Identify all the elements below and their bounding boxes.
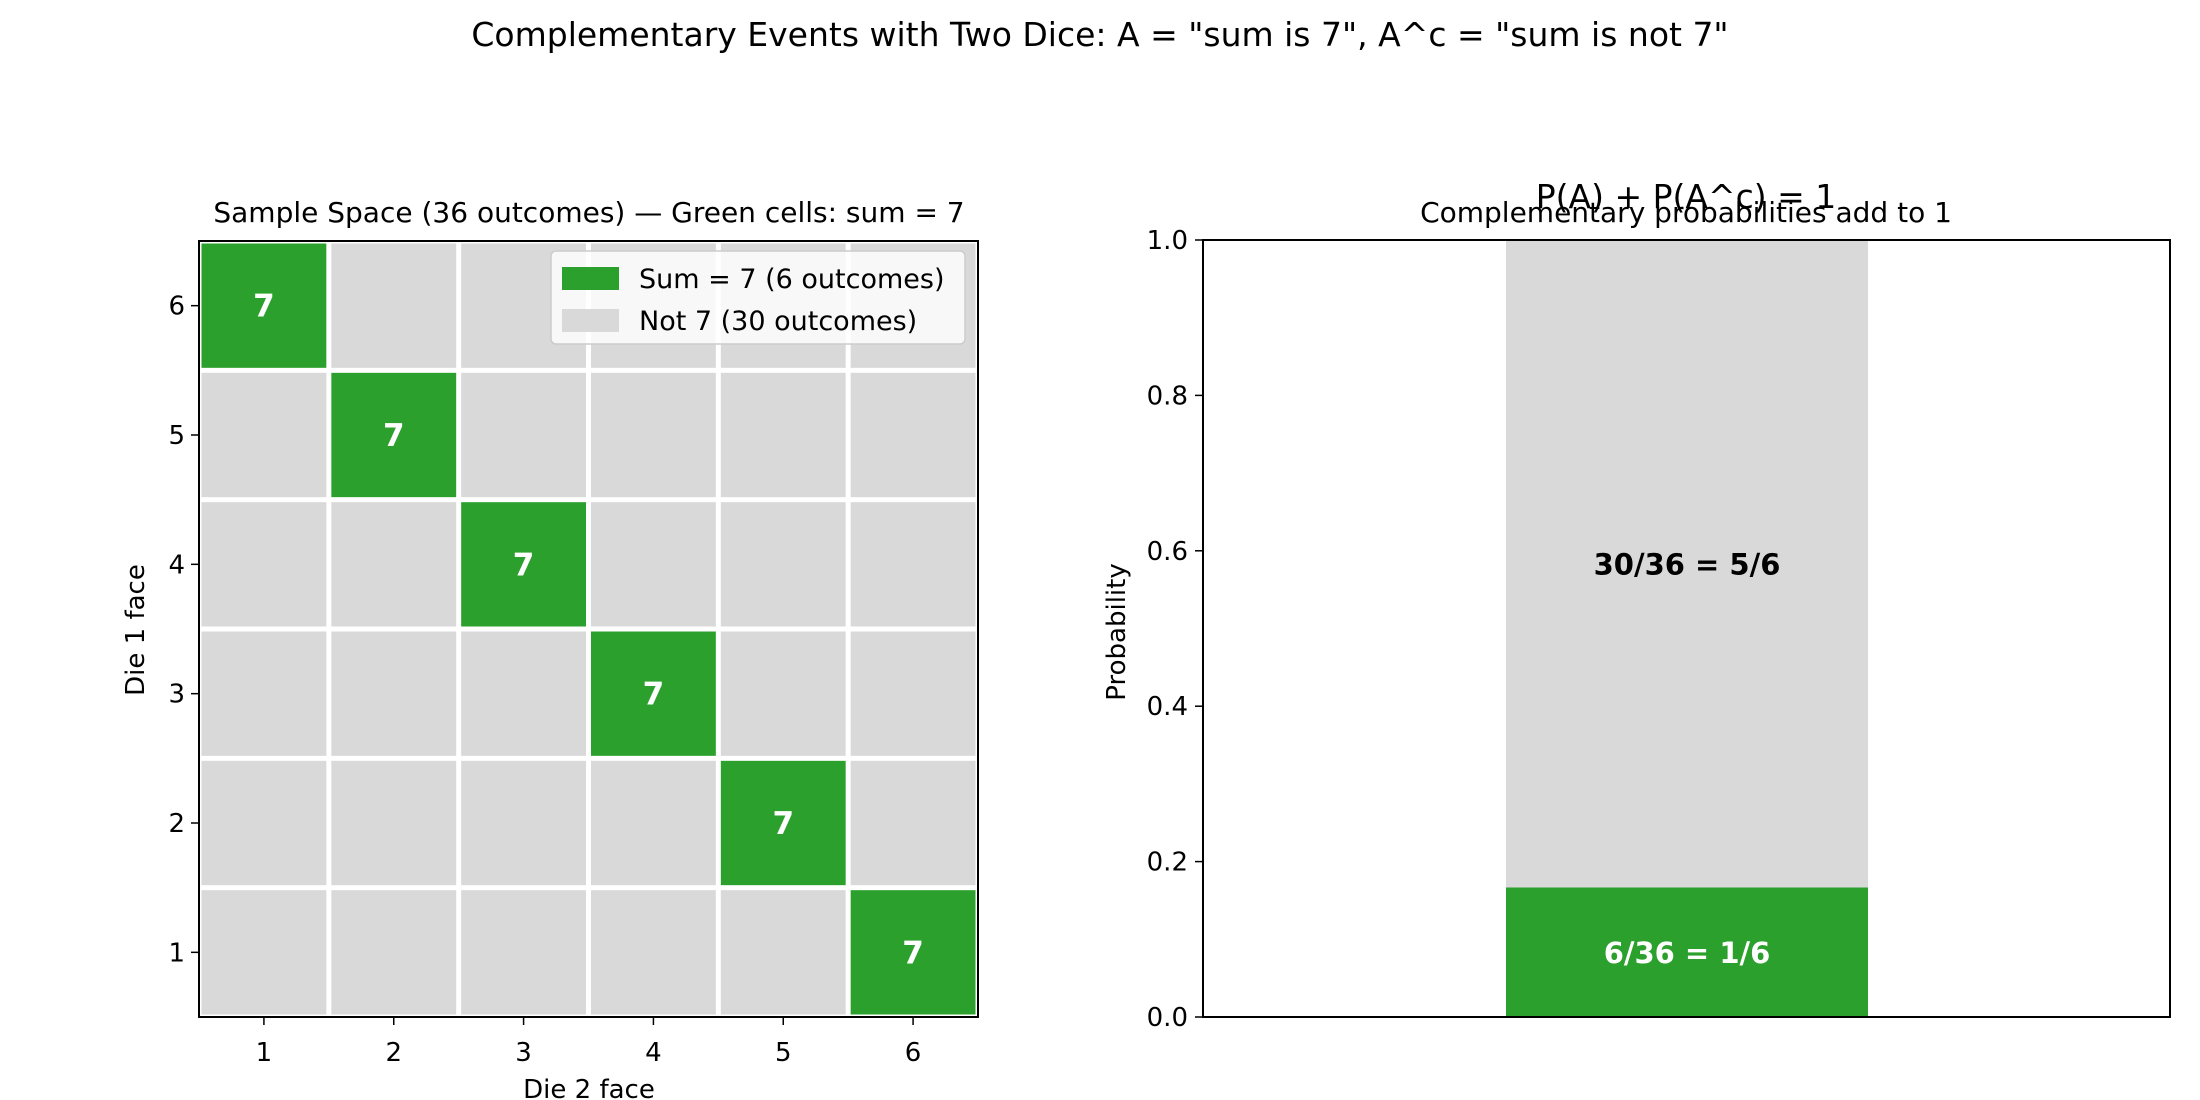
probability-panel: P(A) + P(A^c) = 1 Complementary probabil… — [1102, 177, 2171, 1033]
grid-cell — [591, 372, 716, 498]
grid-cell-sum7 — [720, 760, 846, 886]
bar-segment-label: 6/36 = 1/6 — [1604, 936, 1771, 970]
grid-cells: 7 7 7 7 7 7 — [201, 243, 976, 1015]
grid-cell — [331, 760, 457, 886]
grid-cell — [850, 502, 976, 627]
bar-y-tick-label: 0.8 — [1147, 381, 1188, 411]
legend-frame — [550, 250, 966, 345]
grid-frame — [198, 240, 979, 1018]
grid-x-tick-label: 5 — [775, 1038, 792, 1068]
grid-x-tick-label: 2 — [385, 1038, 402, 1068]
grid-cell — [720, 502, 846, 627]
grid-cell — [720, 890, 846, 1015]
grid-title: Sample Space (36 outcomes) — Green cells… — [213, 196, 964, 229]
bar-y-ticks: 0.0 0.2 0.4 0.6 0.8 1.0 — [1147, 226, 1203, 1033]
grid-y-tick-label: 5 — [168, 421, 185, 451]
grid-cell-label: 7 — [772, 806, 794, 842]
legend-label-not7: Not 7 (30 outcomes) — [639, 306, 917, 337]
bar-y-tick-label: 1.0 — [1147, 226, 1188, 256]
grid-cell — [720, 372, 846, 498]
bar-overlay-title: P(A) + P(A^c) = 1 — [1536, 177, 1837, 216]
legend-label-sum7: Sum = 7 (6 outcomes) — [639, 264, 945, 295]
bar-marks: 6/36 = 1/6 30/36 = 5/6 — [1506, 240, 1868, 1017]
grid-cell — [201, 372, 327, 498]
grid-cell — [331, 243, 457, 368]
grid-cell-label: 7 — [383, 418, 405, 454]
grid-cell — [201, 890, 327, 1015]
grid-cell — [461, 890, 586, 1015]
grid-cell — [850, 760, 976, 886]
grid-cell — [331, 890, 457, 1015]
legend-swatch-not7 — [562, 309, 619, 332]
grid-cell — [720, 631, 846, 756]
grid-cell-sum7 — [331, 372, 457, 498]
legend-swatch-sum7 — [562, 267, 619, 290]
grid-cell-sum7 — [850, 890, 976, 1015]
sample-space-panel: Sample Space (36 outcomes) — Green cells… — [121, 196, 979, 1100]
grid-cell-label: 7 — [902, 935, 924, 971]
bar-y-tick-label: 0.4 — [1147, 692, 1188, 722]
grid-y-tick-label: 1 — [168, 938, 185, 968]
grid-cell — [591, 760, 716, 886]
grid-y-tick-label: 2 — [168, 809, 185, 839]
grid-cell-label: 7 — [253, 289, 275, 325]
grid-cell-sum7 — [461, 502, 586, 627]
bar-axes-frame — [1202, 239, 2171, 1018]
grid-x-ticks: 1 2 3 4 5 6 — [256, 1017, 922, 1068]
grid-y-tick-label: 6 — [168, 292, 185, 322]
grid-x-tick-label: 6 — [905, 1038, 922, 1068]
grid-cell — [331, 631, 457, 756]
grid-cell — [201, 502, 327, 627]
grid-cell — [591, 502, 716, 627]
grid-cell — [850, 372, 976, 498]
grid-cell — [461, 372, 586, 498]
bar-y-axis-label: Probability — [1102, 563, 1132, 700]
grid-cell-sum7 — [591, 631, 716, 756]
figure-title: Complementary Events with Two Dice: A = … — [471, 15, 1728, 54]
grid-cell-label: 7 — [513, 547, 535, 583]
grid-cell-sum7 — [201, 243, 327, 368]
grid-x-axis-label: Die 2 face — [523, 1075, 655, 1100]
grid-x-tick-label: 1 — [256, 1038, 273, 1068]
bar-y-tick-label: 0.0 — [1147, 1003, 1188, 1033]
grid-cell — [591, 890, 716, 1015]
bar-y-tick-label: 0.2 — [1147, 848, 1188, 878]
bar-segment-label: 30/36 = 5/6 — [1594, 548, 1781, 582]
bar-y-tick-label: 0.6 — [1147, 537, 1188, 567]
bar-title: Complementary probabilities add to 1 — [1420, 196, 1952, 229]
grid-cell-label: 7 — [643, 677, 665, 713]
grid-cell — [850, 631, 976, 756]
grid-x-tick-label: 4 — [645, 1038, 662, 1068]
grid-y-ticks: 1 2 3 4 5 6 — [168, 292, 199, 968]
grid-y-tick-label: 4 — [168, 550, 185, 580]
bar-segment-event — [1506, 887, 1868, 1017]
bar-segment-complement — [1506, 240, 1868, 888]
grid-x-tick-label: 3 — [515, 1038, 532, 1068]
grid-y-tick-label: 3 — [168, 680, 185, 710]
grid-cell — [331, 502, 457, 627]
grid-legend: Sum = 7 (6 outcomes) Not 7 (30 outcomes) — [550, 250, 966, 345]
grid-y-axis-label: Die 1 face — [121, 564, 151, 696]
grid-cell — [201, 760, 327, 886]
grid-cell — [201, 631, 327, 756]
grid-cell — [461, 631, 586, 756]
grid-cell — [461, 760, 586, 886]
